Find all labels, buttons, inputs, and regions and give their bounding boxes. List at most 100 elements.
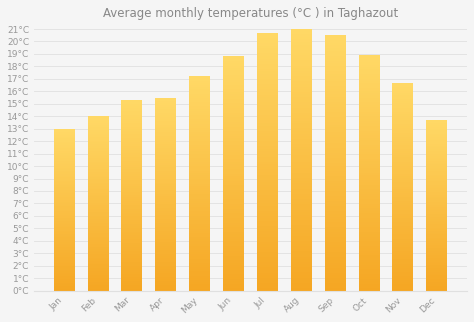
Bar bbox=[427, 142, 447, 144]
Bar bbox=[189, 145, 210, 147]
Bar bbox=[189, 242, 210, 243]
Bar bbox=[189, 188, 210, 190]
Bar bbox=[189, 134, 210, 136]
Bar bbox=[257, 120, 278, 123]
Bar bbox=[88, 224, 109, 226]
Bar bbox=[392, 245, 413, 247]
Bar bbox=[121, 188, 143, 190]
Bar bbox=[359, 62, 380, 65]
Bar bbox=[359, 166, 380, 168]
Bar bbox=[155, 287, 176, 289]
Bar bbox=[121, 144, 143, 146]
Bar bbox=[359, 180, 380, 182]
Bar bbox=[54, 184, 75, 185]
Bar bbox=[121, 140, 143, 142]
Bar bbox=[189, 141, 210, 143]
Bar bbox=[54, 250, 75, 252]
Bar bbox=[155, 188, 176, 190]
Bar bbox=[223, 134, 244, 136]
Bar bbox=[155, 154, 176, 156]
Bar bbox=[54, 257, 75, 258]
Bar bbox=[121, 194, 143, 195]
Bar bbox=[427, 263, 447, 265]
Bar bbox=[392, 255, 413, 257]
Bar bbox=[54, 283, 75, 284]
Bar bbox=[189, 239, 210, 242]
Bar bbox=[325, 158, 346, 160]
Bar bbox=[257, 270, 278, 273]
Bar bbox=[427, 272, 447, 274]
Bar bbox=[54, 147, 75, 148]
Bar bbox=[392, 120, 413, 122]
Bar bbox=[359, 60, 380, 62]
Bar bbox=[121, 136, 143, 138]
Bar bbox=[155, 179, 176, 181]
Bar bbox=[223, 194, 244, 197]
Bar bbox=[189, 181, 210, 184]
Bar bbox=[155, 138, 176, 140]
Bar bbox=[427, 215, 447, 217]
Bar bbox=[291, 61, 312, 63]
Bar bbox=[427, 262, 447, 263]
Bar bbox=[121, 201, 143, 203]
Bar bbox=[359, 267, 380, 270]
Bar bbox=[392, 264, 413, 266]
Bar bbox=[88, 209, 109, 210]
Bar bbox=[325, 188, 346, 191]
Bar bbox=[392, 234, 413, 237]
Bar bbox=[359, 241, 380, 243]
Bar bbox=[88, 242, 109, 243]
Bar bbox=[223, 272, 244, 274]
Bar bbox=[121, 271, 143, 273]
Bar bbox=[359, 69, 380, 72]
Bar bbox=[291, 152, 312, 155]
Bar bbox=[392, 166, 413, 168]
Bar bbox=[392, 191, 413, 193]
Bar bbox=[325, 35, 346, 38]
Bar bbox=[427, 205, 447, 207]
Bar bbox=[392, 168, 413, 170]
Bar bbox=[54, 151, 75, 153]
Bar bbox=[189, 229, 210, 231]
Bar bbox=[121, 119, 143, 121]
Bar bbox=[121, 226, 143, 228]
Bar bbox=[189, 263, 210, 265]
Bar bbox=[325, 255, 346, 258]
Bar bbox=[121, 138, 143, 140]
Bar bbox=[291, 47, 312, 50]
Bar bbox=[88, 204, 109, 205]
Bar bbox=[392, 212, 413, 214]
Bar bbox=[88, 238, 109, 240]
Bar bbox=[359, 79, 380, 81]
Bar bbox=[427, 223, 447, 224]
Bar bbox=[223, 80, 244, 82]
Bar bbox=[291, 257, 312, 259]
Bar bbox=[427, 134, 447, 135]
Bar bbox=[223, 141, 244, 143]
Bar bbox=[189, 104, 210, 106]
Bar bbox=[189, 246, 210, 248]
Bar bbox=[325, 234, 346, 237]
Bar bbox=[291, 121, 312, 123]
Bar bbox=[88, 264, 109, 266]
Bar bbox=[223, 146, 244, 148]
Bar bbox=[189, 79, 210, 80]
Bar bbox=[392, 251, 413, 253]
Bar bbox=[54, 167, 75, 169]
Bar bbox=[291, 113, 312, 115]
Bar bbox=[427, 231, 447, 232]
Bar bbox=[155, 159, 176, 161]
Bar bbox=[427, 280, 447, 282]
Bar bbox=[257, 283, 278, 286]
Bar bbox=[223, 122, 244, 124]
Bar bbox=[54, 274, 75, 276]
Bar bbox=[54, 289, 75, 291]
Bar bbox=[359, 90, 380, 93]
Bar bbox=[392, 214, 413, 216]
Bar bbox=[257, 221, 278, 223]
Bar bbox=[54, 206, 75, 208]
Bar bbox=[257, 182, 278, 185]
Bar bbox=[155, 148, 176, 150]
Bar bbox=[223, 197, 244, 199]
Bar bbox=[392, 139, 413, 141]
